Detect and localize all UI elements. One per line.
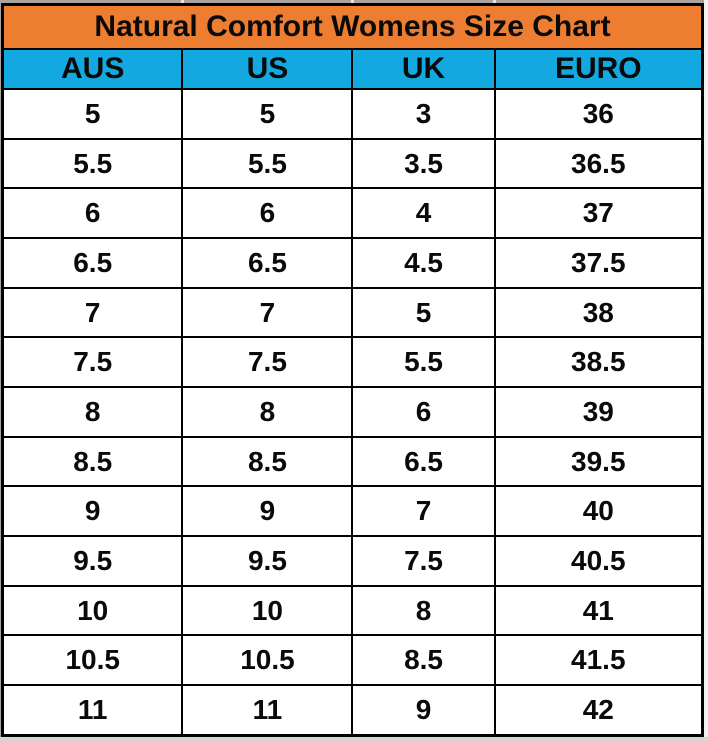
table-row: 9.5 9.5 7.5 40.5: [1, 535, 704, 587]
size-cell: 5.5: [181, 137, 354, 190]
size-cell: 7: [351, 485, 496, 538]
sheet-edge-top: [0, 0, 708, 3]
size-cell: 36: [493, 88, 704, 140]
size-cell: 9: [181, 485, 354, 538]
column-header-1: US: [181, 48, 354, 90]
gridline-tick: [181, 0, 184, 3]
size-cell: 38.5: [493, 336, 704, 389]
size-cell: 36.5: [493, 137, 704, 190]
table-row: 7.5 7.5 5.5 38.5: [1, 336, 704, 389]
title-row: Natural Comfort Womens Size Chart: [1, 3, 704, 50]
size-cell: 7: [181, 286, 354, 339]
size-cell: 5.5: [351, 336, 496, 389]
size-cell: 5.5: [1, 137, 184, 190]
sheet-edge-right: [704, 0, 708, 742]
table-row: 9 9 7 40: [1, 485, 704, 538]
size-cell: 11: [1, 684, 184, 737]
table-row: 6.5 6.5 4.5 37.5: [1, 237, 704, 289]
table-row: 10 10 8 41: [1, 584, 704, 637]
size-cell: 10.5: [181, 634, 354, 687]
table-row: 8 8 6 39: [1, 386, 704, 438]
size-cell: 42: [493, 684, 704, 737]
size-cell: 6: [181, 187, 354, 240]
size-cell: 9.5: [1, 535, 184, 587]
size-cell: 3: [351, 88, 496, 140]
size-cell: 10.5: [1, 634, 184, 687]
table-row: 6 6 4 37: [1, 187, 704, 240]
table-row: 8.5 8.5 6.5 39.5: [1, 435, 704, 488]
size-cell: 4: [351, 187, 496, 240]
table-row: 10.5 10.5 8.5 41.5: [1, 634, 704, 687]
size-cell: 6.5: [351, 435, 496, 488]
size-chart-area: Natural Comfort Womens Size Chart AUS US U…: [1, 3, 704, 737]
table-row: 5 5 3 36: [1, 88, 704, 140]
size-cell: 39: [493, 386, 704, 438]
column-header-0: AUS: [1, 48, 184, 90]
size-cell: 6: [351, 386, 496, 438]
size-cell: 6.5: [181, 237, 354, 289]
size-cell: 8: [181, 386, 354, 438]
table-row: 5.5 5.5 3.5 36.5: [1, 137, 704, 190]
chart-title: Natural Comfort Womens Size Chart: [1, 3, 704, 50]
table-row: 11 11 9 42: [1, 684, 704, 737]
size-cell: 7.5: [1, 336, 184, 389]
size-cell: 5: [181, 88, 354, 140]
size-cell: 37: [493, 187, 704, 240]
size-cell: 41.5: [493, 634, 704, 687]
size-cell: 8.5: [351, 634, 496, 687]
size-cell: 8: [1, 386, 184, 438]
table-row: 7 7 5 38: [1, 286, 704, 339]
size-cell: 37.5: [493, 237, 704, 289]
size-cell: 7.5: [351, 535, 496, 587]
gridline-tick: [493, 0, 496, 3]
size-cell: 6: [1, 187, 184, 240]
size-cell: 10: [181, 584, 354, 637]
size-cell: 7.5: [181, 336, 354, 389]
size-cell: 5: [351, 286, 496, 339]
size-cell: 8: [351, 584, 496, 637]
size-cell: 40.5: [493, 535, 704, 587]
size-cell: 3.5: [351, 137, 496, 190]
size-cell: 5: [1, 88, 184, 140]
size-cell: 40: [493, 485, 704, 538]
column-header-row: AUS US UK EURO: [1, 48, 704, 90]
size-cell: 39.5: [493, 435, 704, 488]
size-cell: 7: [1, 286, 184, 339]
size-cell: 9.5: [181, 535, 354, 587]
size-cell: 4.5: [351, 237, 496, 289]
size-cell: 11: [181, 684, 354, 737]
size-cell: 10: [1, 584, 184, 637]
size-cell: 8.5: [181, 435, 354, 488]
size-cell: 6.5: [1, 237, 184, 289]
column-header-3: EURO: [493, 48, 704, 90]
size-cell: 38: [493, 286, 704, 339]
size-cell: 9: [1, 485, 184, 538]
column-header-2: UK: [351, 48, 496, 90]
size-chart-table: Natural Comfort Womens Size Chart AUS US U…: [1, 3, 704, 737]
size-cell: 41: [493, 584, 704, 637]
size-cell: 9: [351, 684, 496, 737]
sheet-edge-bottom: [0, 737, 708, 742]
size-cell: 8.5: [1, 435, 184, 488]
gridline-tick: [351, 0, 354, 3]
